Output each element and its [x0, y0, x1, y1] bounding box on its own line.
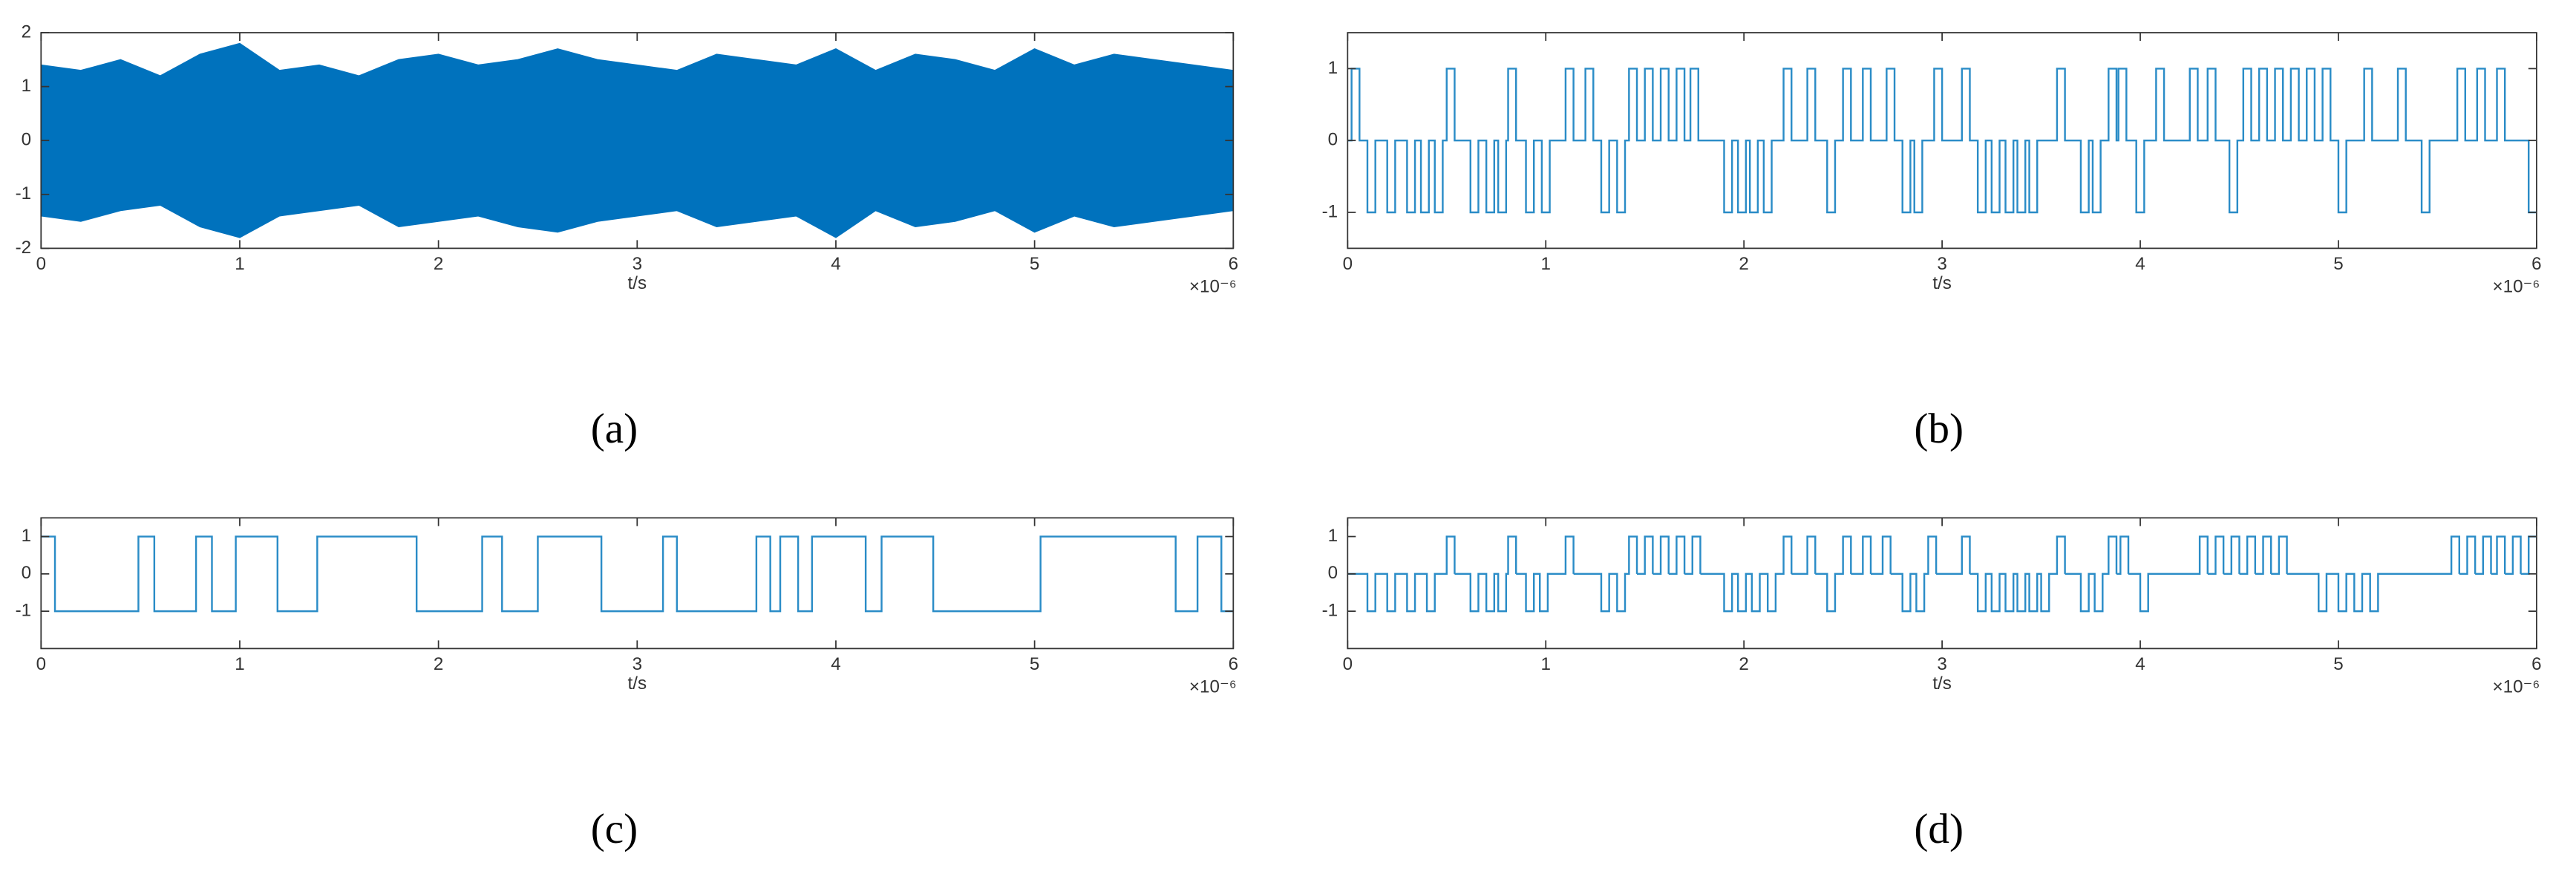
y-tick-label: 2 — [22, 22, 31, 42]
x-tick-label: 4 — [831, 254, 840, 274]
x-tick-label: 4 — [831, 654, 840, 674]
x-tick-label: 1 — [1541, 254, 1551, 274]
x-tick-label: 0 — [36, 654, 46, 674]
x-tick-label: 5 — [2333, 254, 2343, 274]
x-tick-label: 1 — [235, 654, 244, 674]
y-tick-label: -1 — [16, 601, 32, 621]
subplot-caption: (b) — [1914, 405, 1964, 452]
subplot: 0 1 2 3 4 5 6 -2 -1 0 1 2 t/s ×10⁻⁶ (a) — [16, 22, 1238, 452]
x-axis-label: t/s — [628, 674, 647, 694]
x-tick-label: 2 — [1739, 254, 1748, 274]
y-tick-label: 0 — [1328, 563, 1338, 583]
x-tick-label: 6 — [2531, 654, 2541, 674]
y-tick-label: 0 — [22, 563, 31, 583]
subplot-caption: (a) — [591, 405, 638, 452]
x-tick-label: 0 — [36, 254, 46, 274]
y-tick-label: -1 — [1322, 601, 1338, 621]
x-tick-label: 4 — [2135, 254, 2145, 274]
x-tick-label: 3 — [632, 254, 642, 274]
signal-envelope — [40, 42, 1234, 238]
x-tick-label: 1 — [1541, 654, 1551, 674]
x-tick-label: 3 — [632, 654, 642, 674]
x-tick-label: 2 — [1739, 654, 1748, 674]
y-tick-label: 0 — [22, 130, 31, 150]
signal-line — [1347, 68, 2537, 214]
x-axis-label: t/s — [628, 273, 647, 293]
x-tick-label: 5 — [1030, 654, 1039, 674]
x-tick-label: 6 — [1229, 254, 1238, 274]
signal-line — [1347, 535, 2537, 613]
y-tick-label: 1 — [1328, 526, 1338, 546]
y-tick-label: 1 — [22, 76, 31, 96]
signal-line — [41, 535, 1234, 613]
x-tick-label: 1 — [235, 254, 244, 274]
subplot: 0 1 2 3 4 5 6 -1 0 1 t/s ×10⁻⁶ (b) — [1322, 32, 2542, 452]
y-tick-label: 1 — [1328, 58, 1338, 78]
x-axis-label: t/s — [1932, 273, 1952, 293]
subplot: 0 1 2 3 4 5 6 -1 0 1 t/s ×10⁻⁶ (d) — [1322, 517, 2542, 852]
x-tick-label: 0 — [1343, 654, 1353, 674]
x-tick-label: 6 — [2531, 254, 2541, 274]
x-tick-label: 2 — [434, 654, 443, 674]
x-axis-label: t/s — [1932, 674, 1952, 694]
x-exponent-label: ×10⁻⁶ — [1189, 277, 1237, 297]
x-tick-label: 5 — [2333, 654, 2343, 674]
x-exponent-label: ×10⁻⁶ — [2493, 277, 2540, 297]
x-tick-label: 3 — [1937, 254, 1946, 274]
y-tick-label: 1 — [22, 526, 31, 546]
x-tick-label: 4 — [2135, 654, 2145, 674]
x-exponent-label: ×10⁻⁶ — [2493, 677, 2540, 697]
x-tick-label: 6 — [1229, 654, 1238, 674]
x-exponent-label: ×10⁻⁶ — [1189, 677, 1237, 697]
x-tick-label: 0 — [1343, 254, 1353, 274]
subplot-caption: (c) — [591, 806, 638, 852]
axes-frame — [40, 517, 1235, 650]
y-tick-label: -2 — [16, 238, 32, 258]
subplot: 0 1 2 3 4 5 6 -1 0 1 t/s ×10⁻⁶ (c) — [16, 517, 1238, 852]
y-tick-label: -1 — [16, 183, 32, 203]
x-tick-label: 3 — [1937, 654, 1946, 674]
y-tick-label: 0 — [1328, 130, 1338, 150]
subplot-caption: (d) — [1914, 806, 1964, 852]
x-tick-label: 2 — [434, 254, 443, 274]
x-tick-label: 5 — [1030, 254, 1039, 274]
y-tick-label: -1 — [1322, 201, 1338, 221]
